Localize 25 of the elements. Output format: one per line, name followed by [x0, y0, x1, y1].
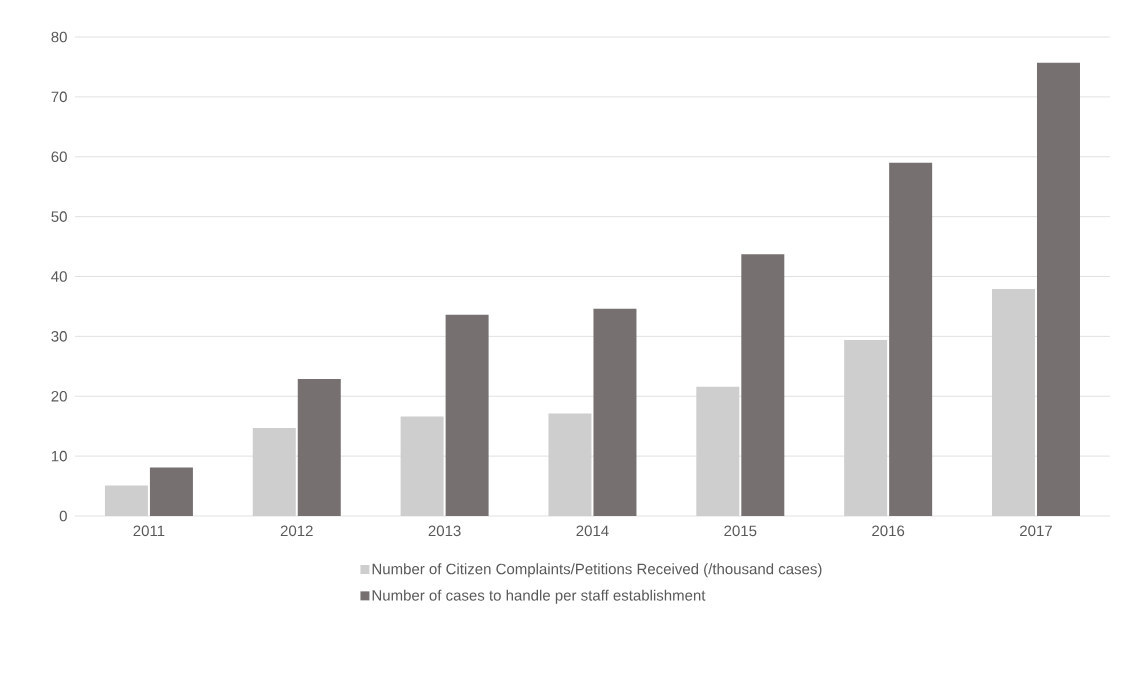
x-tick-label: 2017: [1020, 525, 1052, 537]
x-tick-label: 2012: [280, 525, 313, 537]
x-tick-label: 2014: [576, 525, 609, 537]
x-tick-label: 2015: [724, 525, 757, 537]
bar: [889, 162, 933, 516]
y-tick-label: 70: [51, 91, 67, 103]
bar: [741, 254, 785, 516]
y-tick-label: 30: [51, 331, 67, 342]
x-tick-label: 2016: [872, 525, 905, 537]
x-tick-label: 2013: [428, 525, 461, 537]
bar: [445, 314, 489, 516]
y-tick-label: 40: [51, 271, 67, 282]
bar: [149, 467, 193, 516]
y-tick-label: 10: [51, 450, 67, 462]
y-tick-label: 20: [51, 390, 67, 402]
bar: [593, 308, 637, 516]
legend-label: Number of cases to handle per staff establishment: [372, 589, 706, 604]
y-tick-label: 50: [51, 211, 67, 222]
legend-label: Number of Citizen Complaints/Petitions Received (/thousand cases): [372, 563, 822, 578]
x-tick-label: 2011: [133, 525, 165, 537]
y-tick-label: 0: [59, 510, 67, 522]
bar: [297, 378, 341, 516]
y-tick-label: 60: [51, 151, 67, 163]
bar: [1036, 62, 1080, 516]
y-tick-label: 80: [51, 31, 67, 43]
